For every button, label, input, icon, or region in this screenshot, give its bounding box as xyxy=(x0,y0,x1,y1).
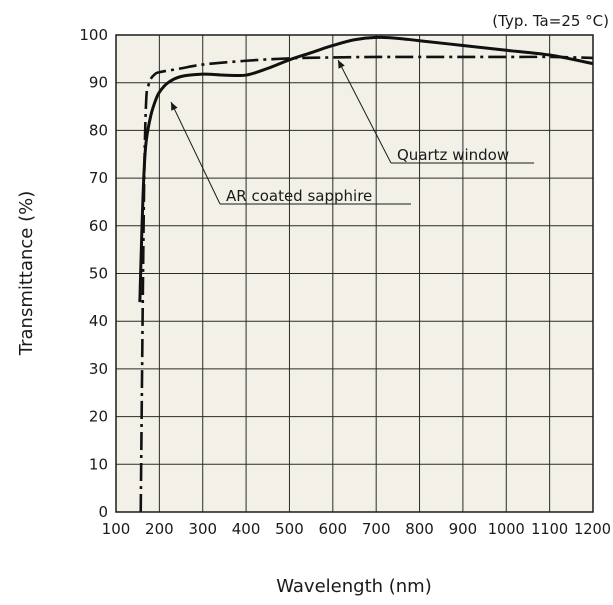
series-line-quartz-window xyxy=(139,55,594,513)
annotation-quartz-window: Quartz window xyxy=(397,146,509,164)
series-line-ar-coated-sapphire xyxy=(138,35,594,303)
x-tick-label: 900 xyxy=(449,520,478,538)
annotation-leader xyxy=(337,59,392,164)
y-tick-label: 80 xyxy=(89,121,108,139)
grid-lines xyxy=(115,34,594,513)
x-tick-label: 600 xyxy=(318,520,347,538)
y-tick-label: 100 xyxy=(79,26,108,44)
x-tick-label: 500 xyxy=(275,520,304,538)
annotation-ar-coated-sapphire: AR coated sapphire xyxy=(226,187,372,205)
condition-note: (Typ. Ta=25 °C) xyxy=(492,12,609,30)
x-tick-label: 300 xyxy=(188,520,217,538)
y-tick-label: 20 xyxy=(89,408,108,426)
x-axis-title: Wavelength (nm) xyxy=(276,576,432,597)
plot-frame xyxy=(115,34,594,513)
x-tick-label: 1200 xyxy=(574,520,611,538)
annotations: Quartz window AR coated sapphire xyxy=(170,59,534,205)
y-tick-label: 10 xyxy=(89,455,108,473)
x-tick-label: 100 xyxy=(102,520,131,538)
x-tick-label: 1100 xyxy=(531,520,568,538)
y-tick-label: 90 xyxy=(89,74,108,92)
y-tick-label: 60 xyxy=(89,217,108,235)
x-tick-label: 800 xyxy=(405,520,434,538)
annotation-leader xyxy=(170,101,221,205)
y-tick-label: 40 xyxy=(89,312,108,330)
y-tick-label: 70 xyxy=(89,169,108,187)
y-tick-label: 30 xyxy=(89,360,108,378)
annotation-arrowhead xyxy=(171,102,178,111)
data-series xyxy=(138,35,594,513)
tick-labels: 0 10 20 30 40 50 60 70 80 90 100 100 200 300 400 500 600… xyxy=(79,26,611,538)
y-tick-label: 50 xyxy=(89,265,108,283)
x-tick-label: 200 xyxy=(145,520,174,538)
annotation-arrowhead xyxy=(338,60,345,69)
y-axis-title: Transmittance (%) xyxy=(16,191,37,357)
x-tick-label: 700 xyxy=(362,520,391,538)
y-tick-label: 0 xyxy=(98,503,108,521)
x-tick-label: 1000 xyxy=(488,520,525,538)
x-tick-label: 400 xyxy=(232,520,261,538)
